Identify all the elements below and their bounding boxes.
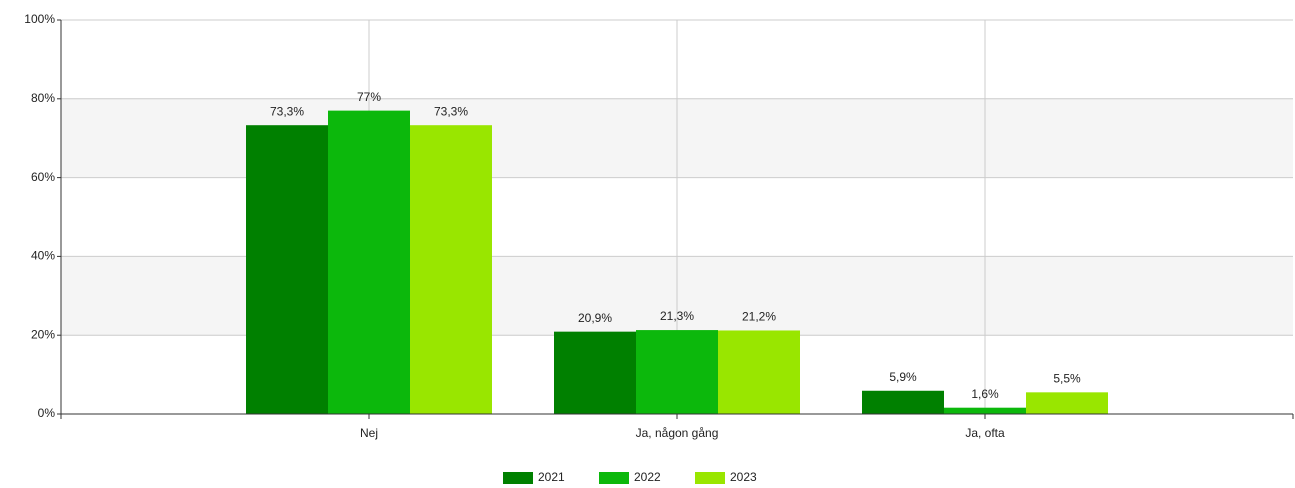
- legend-swatch: [503, 472, 533, 484]
- y-tick-label: 0%: [38, 406, 56, 420]
- x-tick-label: Ja, någon gång: [636, 426, 719, 440]
- legend-label: 2023: [730, 470, 757, 484]
- value-label: 21,3%: [660, 309, 694, 323]
- legend-label: 2022: [634, 470, 661, 484]
- x-tick-label: Ja, ofta: [965, 426, 1005, 440]
- y-tick-label: 80%: [31, 91, 55, 105]
- value-label: 73,3%: [270, 104, 304, 118]
- value-label: 73,3%: [434, 104, 468, 118]
- legend-swatch: [695, 472, 725, 484]
- x-tick-label: Nej: [360, 426, 378, 440]
- bar: [718, 330, 800, 414]
- bar: [862, 390, 944, 414]
- y-tick-label: 100%: [24, 12, 55, 26]
- y-tick-label: 60%: [31, 170, 55, 184]
- y-tick-label: 20%: [31, 327, 55, 341]
- legend-label: 2021: [538, 470, 565, 484]
- y-tick-label: 40%: [31, 249, 55, 263]
- bar: [554, 331, 636, 414]
- bar: [246, 125, 328, 414]
- value-label: 1,6%: [971, 387, 999, 401]
- bar: [328, 110, 410, 415]
- bar: [636, 330, 718, 414]
- value-label: 77%: [357, 90, 381, 104]
- legend-swatch: [599, 472, 629, 484]
- value-label: 20,9%: [578, 311, 612, 325]
- bar: [1026, 392, 1108, 414]
- value-label: 5,9%: [889, 370, 917, 384]
- value-label: 5,5%: [1053, 372, 1081, 386]
- bar: [944, 407, 1026, 414]
- bar: [410, 125, 492, 414]
- value-label: 21,2%: [742, 310, 776, 324]
